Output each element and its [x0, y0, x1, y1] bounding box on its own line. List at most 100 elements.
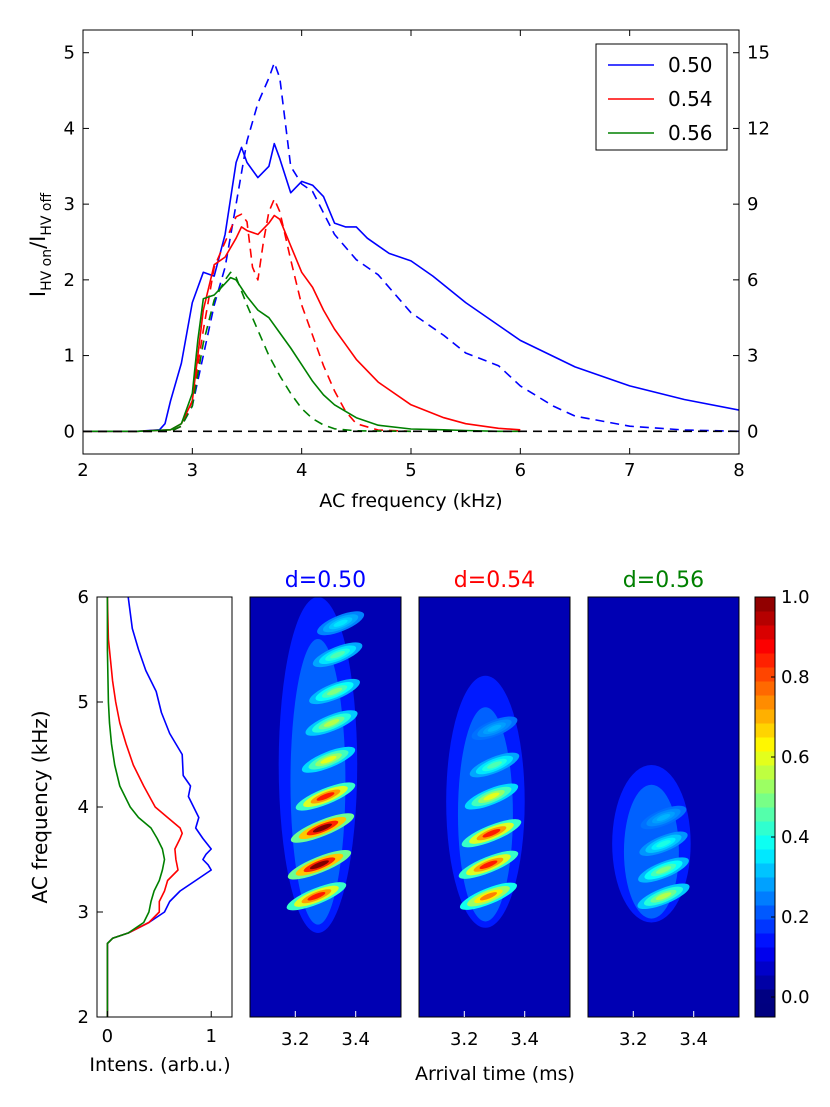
signal-stripe [312, 642, 363, 668]
legend-label-050: 0.50 [668, 53, 713, 77]
heatmap-title: d=0.50 [285, 568, 366, 593]
colorbar-segment [755, 793, 775, 808]
heatmap-content [612, 765, 691, 923]
intensity-y-tick-label: 6 [78, 587, 89, 608]
y-tick-label-left: 2 [64, 270, 75, 291]
intensity-x-tick-label: 0 [102, 1026, 113, 1047]
y-tick-label-right: 12 [747, 118, 770, 139]
colorbar-segment [755, 779, 775, 794]
stripe-band [323, 719, 340, 727]
y-tick-label-right: 3 [747, 346, 758, 367]
colorbar-segment [755, 849, 775, 864]
y-tick-label-left: 5 [64, 43, 75, 64]
stripe-band [482, 829, 501, 838]
heatmap-x-axis-label: Arrival time (ms) [415, 1063, 575, 1085]
colorbar-segment [755, 1003, 775, 1018]
heatmap-content [446, 675, 525, 928]
colorbar-tick-label: 0.6 [781, 747, 810, 768]
heatmap-x-tick-label: 3.2 [619, 1029, 648, 1050]
colorbar-tick-label: 1.0 [781, 587, 810, 608]
heatmap-title: d=0.54 [454, 568, 535, 593]
top-x-axis-label: AC frequency (kHz) [319, 490, 502, 512]
y-tick-label-left: 3 [64, 194, 75, 215]
signal-stripe [469, 752, 520, 778]
stripe-band [312, 823, 332, 833]
colorbar-segment [755, 905, 775, 920]
colorbar-segment [755, 961, 775, 976]
x-tick-label: 5 [405, 460, 416, 481]
x-tick-label: 2 [77, 460, 88, 481]
heatmap-title: d=0.56 [623, 568, 704, 593]
colorbar-segment [755, 765, 775, 780]
colorbar-tick-label: 0.0 [781, 987, 810, 1008]
colorbar-tick-label: 0.4 [781, 827, 810, 848]
colorbar-segment [755, 597, 775, 612]
colorbar-segment [755, 709, 775, 724]
stripe-band [333, 619, 348, 627]
colorbar-segment [755, 737, 775, 752]
stripe-band [483, 792, 500, 801]
legend-label-056: 0.56 [668, 121, 713, 145]
signal-stripe [309, 678, 360, 705]
signal-stripe [464, 783, 519, 810]
y-tick-label-right: 9 [747, 194, 758, 215]
legend: 0.50 0.54 0.56 [595, 43, 728, 151]
heatmap-x-tick-label: 3.2 [281, 1029, 310, 1050]
colorbar-segment [755, 639, 775, 654]
y-tick-label-left: 1 [64, 346, 75, 367]
stripe-band [309, 860, 329, 870]
y-tick-label-right: 15 [747, 43, 770, 64]
signal-stripe [286, 882, 347, 911]
stripe-band [487, 761, 502, 769]
heatmap-panel-d-0-50: 3.2 3.4 d=0.50 [249, 568, 402, 1050]
signal-stripe [471, 716, 518, 741]
signal-stripe [638, 857, 689, 883]
stripe-band [330, 651, 346, 659]
colorbar-tick-label: 0.8 [781, 667, 810, 688]
heatmap-x-tick-label: 3.2 [450, 1029, 479, 1050]
stripe-band [316, 792, 335, 801]
x-tick-label: 7 [624, 460, 635, 481]
series-line-0-54-dashed [83, 198, 412, 433]
colorbar-segment [755, 919, 775, 934]
stripe-band [656, 813, 671, 822]
heatmap-frame [249, 596, 402, 1018]
stripe-band [320, 755, 337, 764]
series-line-0-56-dashed [83, 271, 412, 433]
intensity-line-d-0-56 [106, 597, 166, 1017]
y-tick-label-left: 0 [64, 421, 75, 442]
intensity-y-axis-label: AC frequency (kHz) [28, 710, 52, 903]
colorbar-segment [755, 807, 775, 822]
colorbar-segment [755, 667, 775, 682]
stripe-band [655, 892, 672, 901]
stripe-band [487, 724, 502, 732]
signal-stripe [637, 883, 690, 910]
colorbar-segment [755, 891, 775, 906]
x-tick-label: 8 [733, 460, 744, 481]
colorbar-segment [755, 681, 775, 696]
signal-envelope-inner [290, 639, 346, 925]
intensity-profile-chart: 0 1 2 3 4 5 6 Intens. (arb.u.) AC frequency (k… [28, 587, 233, 1076]
signal-stripe [290, 813, 355, 843]
x-tick-label: 6 [515, 460, 526, 481]
intensity-y-tick-label: 2 [78, 1007, 89, 1028]
series-line-0-50 [83, 142, 739, 433]
y-tick-label-right: 6 [747, 270, 758, 291]
x-tick-label: 3 [187, 460, 198, 481]
colorbar-segment [755, 863, 775, 878]
heatmap-frame [418, 596, 571, 1018]
heatmap-panel-d-0-56: 3.2 3.4 d=0.56 [587, 568, 740, 1050]
arrival-time-heatmaps: 3.2 3.4 d=0.50 3.2 3.4 d=0.54 3.2 3.4 d=0.56 [249, 568, 740, 1050]
intensity-x-tick-label: 1 [206, 1026, 217, 1047]
top-y-axis-label: IHV on/IHV off [26, 193, 55, 298]
heatmap-panel-d-0-54: 3.2 3.4 d=0.54 [418, 568, 571, 1050]
colorbar-segment [755, 625, 775, 640]
colorbar-segment [755, 989, 775, 1004]
x-tick-label: 4 [296, 460, 307, 481]
signal-stripe [639, 831, 688, 856]
series-line-0-50-dashed [83, 61, 739, 433]
colorbar-segment [755, 751, 775, 766]
colorbar-frame [754, 596, 776, 1018]
stripe-band [479, 860, 498, 869]
